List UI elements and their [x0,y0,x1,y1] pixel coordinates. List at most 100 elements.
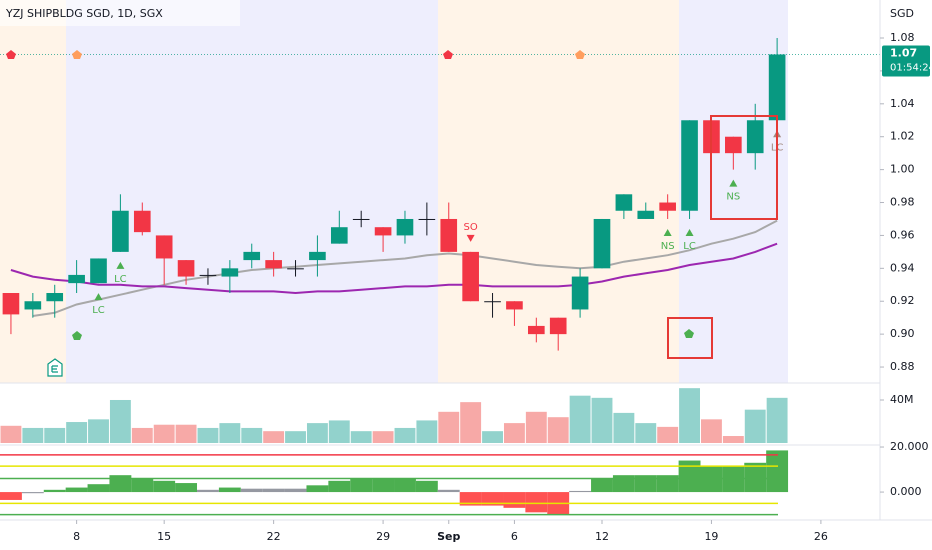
oscillator-bar [525,492,548,513]
highlight-box [710,115,778,220]
y-tick-label: 20.000 [890,440,929,453]
oscillator-bar [394,478,416,493]
x-tick-label: 26 [814,530,828,543]
candle-body [637,210,655,219]
oscillator-bar [153,480,176,493]
x-tick-label: 29 [376,530,390,543]
signal-arrow [729,179,738,187]
oscillator-bar [240,488,263,493]
oscillator-bar [459,492,482,506]
event-marker [6,50,16,59]
y-tick-label: 1.04 [890,97,915,110]
oscillator-bar [21,492,44,494]
candle-body [506,301,523,310]
event-marker [72,50,82,59]
oscillator-bar [656,475,679,493]
title-backdrop [0,0,240,26]
candle-body [177,260,195,277]
volume-bar [88,419,109,443]
candle-body [133,210,151,233]
candle-body [462,251,479,302]
candle-body [352,218,370,220]
volume-bar [503,423,525,443]
candle-body [68,274,85,284]
volume-bar [0,425,22,443]
earnings-icon [51,365,58,373]
x-tick-label: 12 [595,530,609,543]
volume-bar [613,412,635,443]
y-tick-label: 40M [890,393,914,406]
oscillator-bar [197,489,219,493]
oscillator-bar [766,450,789,493]
signal-arrow [466,234,475,242]
volume-bar [153,424,175,443]
candle-body [221,268,239,277]
oscillator-bar [591,478,613,493]
oscillator-bar [0,492,22,500]
signal-label: LC [114,274,127,285]
oscillator-bar [109,475,132,493]
signal-arrow [663,228,672,236]
event-marker [443,50,453,59]
signal-arrow [685,228,694,236]
oscillator-bar [262,488,285,493]
x-tick-label: Sep [437,530,460,543]
volume-bar [263,431,285,443]
volume-bar [591,397,613,443]
candle-body [549,317,567,335]
y-tick-label: 1.02 [890,130,915,143]
oscillator-bar [328,480,351,493]
event-marker [684,329,694,338]
y-tick-label: 1.00 [890,163,915,176]
candle-body [155,235,173,259]
candle-body [440,218,458,252]
volume-bar [131,427,153,443]
candle-body [418,218,436,220]
x-tick-label: 22 [267,530,281,543]
volume-bar [219,423,241,443]
candle-body [396,218,414,236]
candle-body [681,120,698,211]
candle-body [659,202,676,211]
candle-body [112,210,129,252]
volume-bar [722,436,744,443]
volume-bar [679,388,700,443]
volume-bar [66,422,88,443]
countdown-label: 01:54:24 [890,62,932,73]
volume-bar [744,409,766,443]
y-tick-label: 0.92 [890,294,915,307]
signal-arrow [94,293,103,301]
volume-bar [525,411,547,443]
y-tick-label: 0.000 [890,485,922,498]
candle-body [243,251,261,261]
volume-bar [372,431,394,443]
candle-body [768,54,786,121]
volume-bar [635,423,657,443]
session-band [66,0,438,383]
volume-bar [657,426,679,443]
currency-label: SGD [890,7,914,20]
last-price-tag [882,45,930,77]
oscillator-bar [131,478,154,493]
volume-bar [547,417,569,443]
candle-body [24,301,42,310]
volume-bar [306,423,328,443]
candle-body [265,260,282,269]
x-tick-label: 8 [73,530,80,543]
last-price-label: 1.07 [890,46,917,59]
volume-bar [438,411,460,443]
volume-bar [460,402,482,443]
oscillator-bar [569,490,592,493]
candle-body [199,274,217,276]
volume-bar [22,427,44,443]
oscillator-bar [284,488,307,493]
volume-bar [350,431,372,443]
oscillator-bar [415,480,438,493]
chart-title: YZJ SHIPBLDG SGD, 1D, SGX [5,7,163,20]
y-tick-label: 0.94 [890,261,915,274]
x-tick-label: 15 [157,530,171,543]
volume-bar [175,424,197,443]
candle-body [287,268,304,270]
